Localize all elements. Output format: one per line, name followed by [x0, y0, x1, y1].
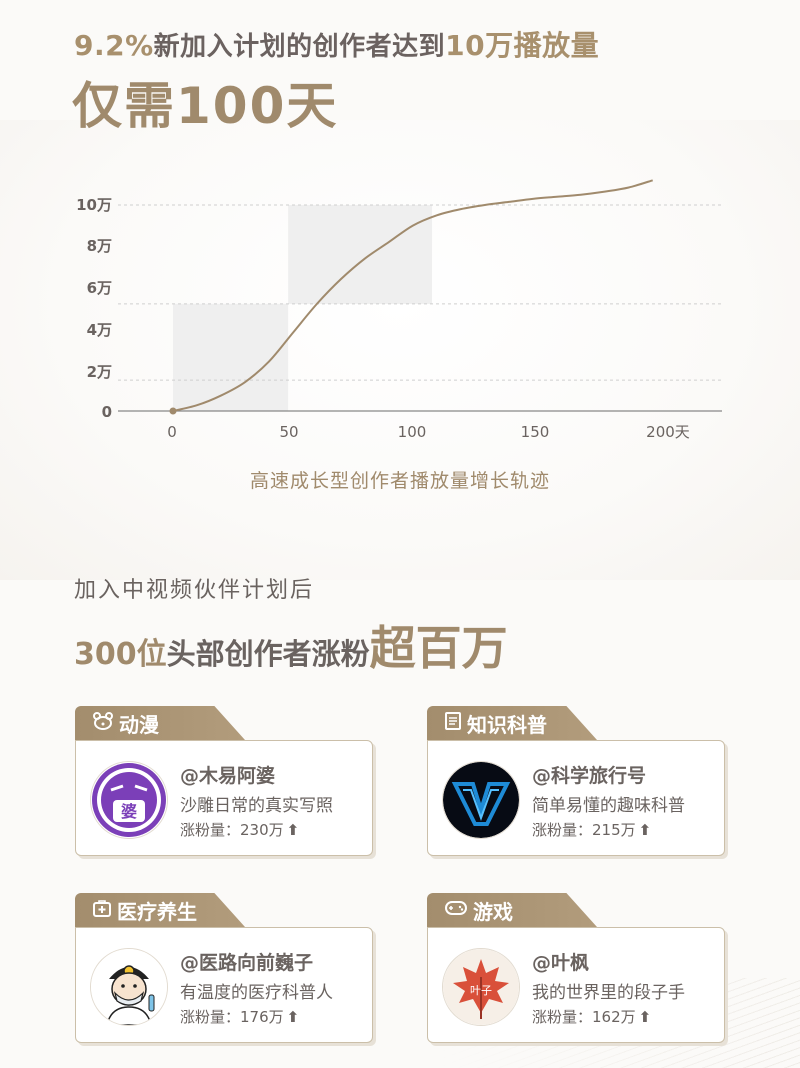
fan-growth: 涨粉量：162万 ⬆ — [532, 1006, 651, 1027]
card-body: @科学旅行号 简单易懂的趣味科普 涨粉量：215万 ⬆ — [427, 740, 725, 856]
section-headline: 300位头部创作者涨粉超百万 — [74, 612, 508, 678]
y-tick-label: 2万 — [87, 363, 112, 381]
creator-card-game[interactable]: 游戏 叶子 @叶枫 我的世界里的段子手 涨粉量：162万 ⬆ — [427, 893, 725, 1043]
series-line — [172, 179, 653, 412]
fan-growth: 涨粉量：176万 ⬆ — [180, 1006, 299, 1027]
avatar — [90, 948, 168, 1026]
highlight-band — [173, 303, 289, 411]
fan-growth-text: 涨粉量：215万 — [532, 821, 636, 839]
creator-desc: 有温度的医疗科普人 — [180, 983, 333, 1003]
up-arrow-icon: ⬆ — [638, 821, 652, 839]
document-icon — [445, 712, 461, 734]
x-tick-label: 150 — [521, 423, 550, 441]
category-tab: 游戏 — [427, 893, 597, 927]
fan-growth-text: 涨粉量：176万 — [180, 1008, 284, 1026]
y-tick-label: 6万 — [87, 279, 112, 297]
fan-growth: 涨粉量：215万 ⬆ — [532, 819, 651, 840]
creator-count: 300位 — [74, 637, 167, 672]
creator-card-anime[interactable]: 动漫 婆 @木易阿婆 沙雕日常的真实写照 涨粉量：230万 ⬆ — [75, 706, 373, 856]
y-tick-label: 10万 — [76, 196, 112, 214]
creator-desc: 我的世界里的段子手 — [532, 983, 685, 1003]
section-big-text: 超百万 — [369, 621, 508, 675]
gamepad-icon — [445, 900, 467, 920]
card-body: 叶子 @叶枫 我的世界里的段子手 涨粉量：162万 ⬆ — [427, 927, 725, 1043]
card-body: 婆 @木易阿婆 沙雕日常的真实写照 涨粉量：230万 ⬆ — [75, 740, 373, 856]
category-tab: 知识科普 — [427, 706, 597, 740]
section-mid-text: 头部创作者涨粉 — [166, 637, 370, 671]
section-intro: 加入中视频伙伴计划后 — [74, 578, 315, 603]
creator-name: @科学旅行号 — [532, 765, 647, 787]
highlight-band — [288, 205, 433, 304]
creator-name: @医路向前巍子 — [180, 952, 314, 974]
y-tick-label: 0 — [102, 403, 112, 421]
creator-desc: 简单易懂的趣味科普 — [532, 796, 685, 816]
y-tick-label: 4万 — [87, 321, 112, 339]
medkit-icon — [93, 899, 111, 921]
fan-growth: 涨粉量：230万 ⬆ — [180, 819, 299, 840]
avatar-text: 叶子 — [470, 984, 492, 997]
growth-chart: 0 2万 4万 6万 8万 10万 0 50 100 150 200天 — [76, 179, 722, 441]
bear-icon — [93, 712, 113, 734]
category-label: 知识科普 — [467, 712, 547, 737]
headline-text: 新加入计划的创作者达到 — [153, 32, 446, 62]
category-tab: 医疗养生 — [75, 893, 245, 927]
x-tick-label: 100 — [398, 423, 427, 441]
background-glow — [0, 120, 800, 580]
avatar: 叶子 — [442, 948, 520, 1026]
up-arrow-icon: ⬆ — [286, 1008, 300, 1026]
up-arrow-icon: ⬆ — [638, 1008, 652, 1026]
avatar — [442, 761, 520, 839]
creator-card-science[interactable]: 知识科普 @科学旅行号 简单易懂的趣味科普 涨粉量：215万 ⬆ — [427, 706, 725, 856]
chart-caption: 高速成长型创作者播放量增长轨迹 — [249, 470, 550, 492]
creator-name: @木易阿婆 — [180, 765, 276, 787]
avatar-text: 婆 — [121, 802, 137, 821]
fan-growth-text: 涨粉量：230万 — [180, 821, 284, 839]
card-body: @医路向前巍子 有温度的医疗科普人 涨粉量：176万 ⬆ — [75, 927, 373, 1043]
x-tick-label: 0 — [167, 423, 177, 441]
category-tab: 动漫 — [75, 706, 245, 740]
fan-growth-text: 涨粉量：162万 — [532, 1008, 636, 1026]
headline-target: 10万播放量 — [445, 29, 600, 62]
x-tick-label: 200天 — [646, 423, 690, 441]
category-label: 动漫 — [119, 712, 159, 737]
x-tick-label: 50 — [279, 423, 298, 441]
origin-point — [169, 407, 177, 415]
creator-desc: 沙雕日常的真实写照 — [180, 796, 333, 816]
headline-line-1: 9.2%新加入计划的创作者达到10万播放量 — [74, 24, 599, 64]
headline-days: 仅需100天 — [72, 77, 339, 135]
creator-card-medical[interactable]: 医疗养生 @医路向前巍子 有温度的医疗科普人 涨粉量：176万 ⬆ — [75, 893, 373, 1043]
category-label: 医疗养生 — [117, 899, 197, 924]
creator-name: @叶枫 — [532, 952, 590, 974]
avatar: 婆 — [90, 761, 168, 839]
category-label: 游戏 — [473, 899, 513, 924]
y-tick-label: 8万 — [87, 237, 112, 255]
up-arrow-icon: ⬆ — [286, 821, 300, 839]
headline-percent: 9.2% — [74, 29, 154, 62]
